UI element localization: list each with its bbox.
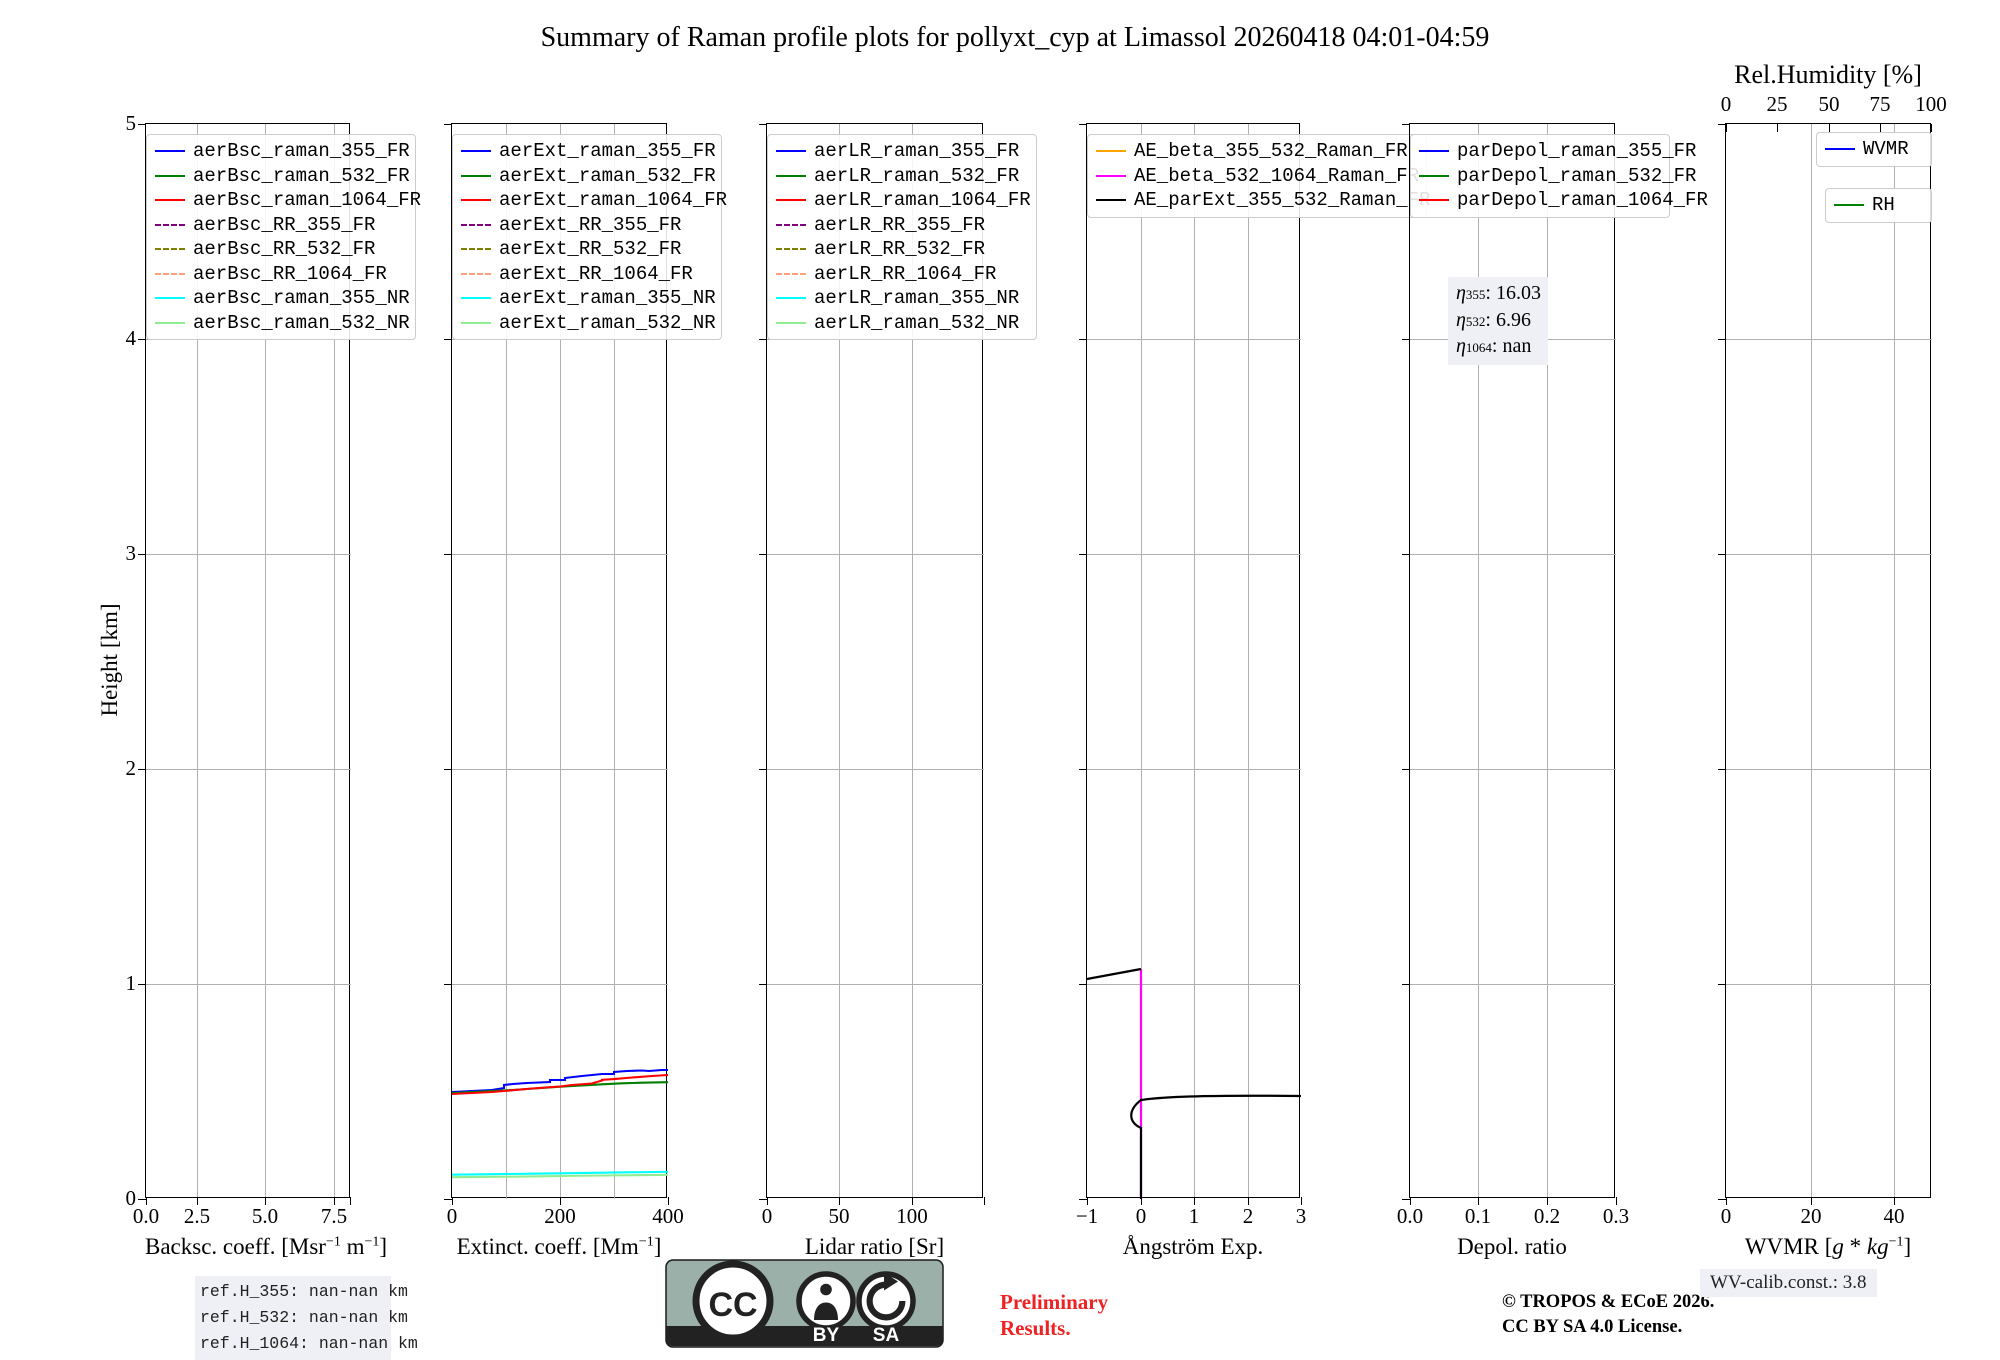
svg-text:SA: SA (873, 1325, 900, 1346)
svg-text:CC: CC (708, 1286, 757, 1324)
svg-text:BY: BY (813, 1325, 840, 1346)
